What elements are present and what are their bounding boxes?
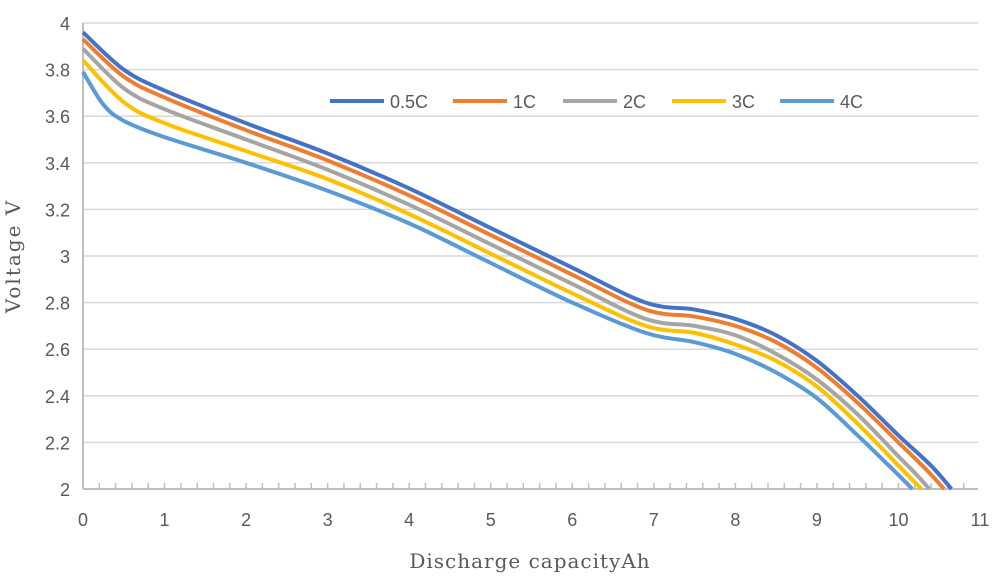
legend-item: 1C bbox=[453, 92, 536, 112]
legend-label: 2C bbox=[623, 92, 646, 112]
series-lines bbox=[81, 30, 953, 491]
gridlines bbox=[83, 22, 978, 444]
axes bbox=[82, 23, 978, 490]
legend-item: 3C bbox=[672, 92, 755, 112]
x-tick-label: 7 bbox=[649, 510, 659, 530]
series-line-3C bbox=[81, 58, 923, 491]
x-tick-label: 9 bbox=[812, 510, 822, 530]
series-line-1C bbox=[81, 37, 946, 491]
y-tick-label: 3.2 bbox=[45, 200, 70, 220]
x-tick-label: 2 bbox=[241, 510, 251, 530]
series-line-4C bbox=[81, 70, 914, 491]
y-tick-label: 2.8 bbox=[45, 294, 70, 314]
x-tick-label: 6 bbox=[567, 510, 577, 530]
legend-label: 3C bbox=[732, 92, 755, 112]
x-tick-label: 8 bbox=[730, 510, 740, 530]
legend-label: 0.5C bbox=[390, 92, 428, 112]
legend-item: 0.5C bbox=[330, 92, 428, 112]
x-tick-label: 5 bbox=[486, 510, 496, 530]
y-tick-label: 3.4 bbox=[45, 154, 70, 174]
legend-item: 4C bbox=[780, 92, 863, 112]
legend: 0.5C 1C 2C 3C 4C bbox=[330, 92, 863, 112]
legend-item: 2C bbox=[563, 92, 646, 112]
series-line-2C bbox=[81, 47, 931, 491]
x-tick-label: 4 bbox=[404, 510, 414, 530]
y-tick-label: 3.8 bbox=[45, 61, 70, 81]
x-tick-label: 0 bbox=[78, 510, 88, 530]
y-tick-label: 4 bbox=[60, 14, 70, 34]
x-axis-label: Discharge capacityAh bbox=[409, 549, 650, 573]
y-tick-label: 3.6 bbox=[45, 107, 70, 127]
y-axis-label: Voltage V bbox=[1, 199, 25, 314]
y-tick-label: 2.2 bbox=[45, 433, 70, 453]
y-tick-label: 2 bbox=[60, 480, 70, 500]
y-tick-label: 2.6 bbox=[45, 340, 70, 360]
y-tick-labels: 2 2.2 2.4 2.6 2.8 3 3.2 3.4 3.6 3.8 4 bbox=[45, 14, 70, 500]
legend-label: 4C bbox=[840, 92, 863, 112]
legend-label: 1C bbox=[513, 92, 536, 112]
x-tick-label: 11 bbox=[971, 510, 990, 530]
series-line-0.5C bbox=[81, 30, 953, 491]
x-tick-labels: 0 1 2 3 4 5 6 7 8 9 10 11 bbox=[78, 510, 989, 530]
y-tick-label: 2.4 bbox=[45, 387, 70, 407]
y-tick-label: 3 bbox=[60, 247, 70, 267]
x-tick-label: 10 bbox=[888, 510, 908, 530]
x-tick-label: 1 bbox=[160, 510, 170, 530]
x-tick-label: 3 bbox=[323, 510, 333, 530]
